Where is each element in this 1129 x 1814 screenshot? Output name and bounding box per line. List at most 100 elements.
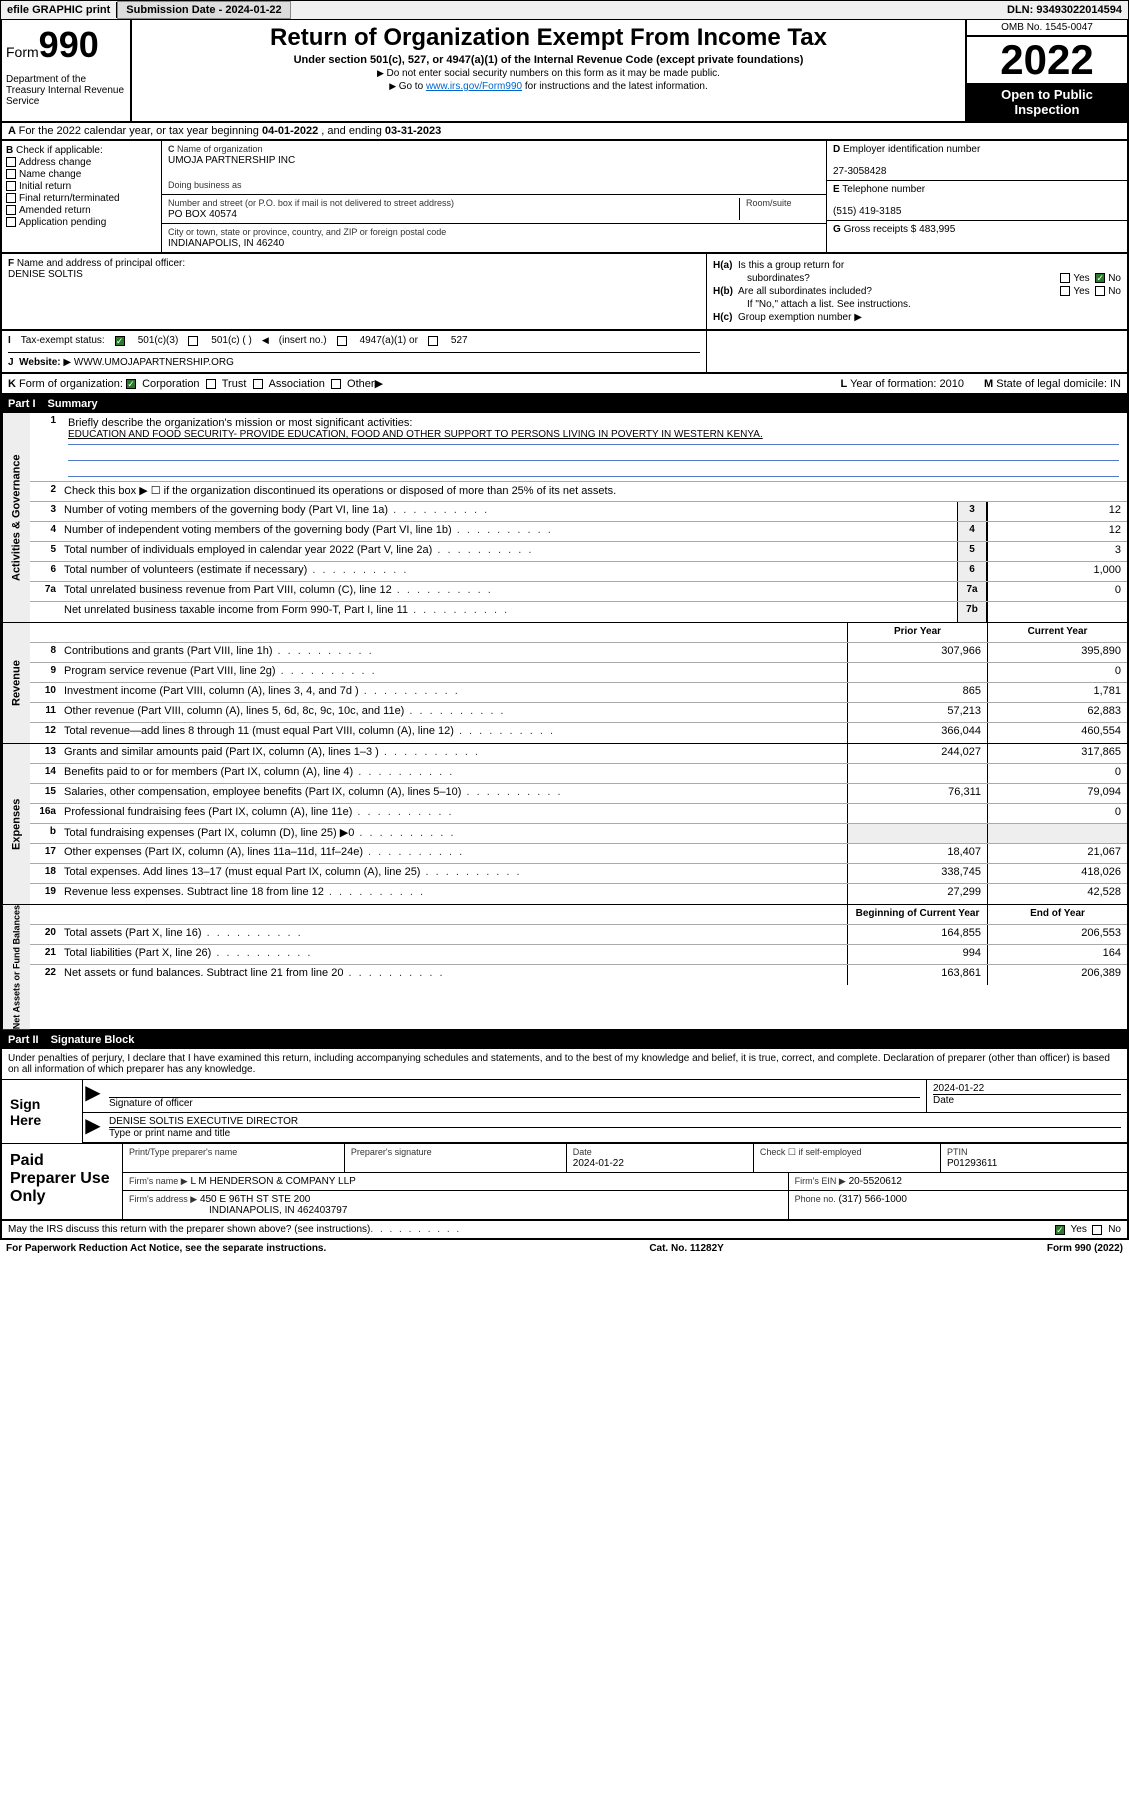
summary-line: 19 Revenue less expenses. Subtract line … bbox=[30, 884, 1127, 904]
summary-line: 9 Program service revenue (Part VIII, li… bbox=[30, 663, 1127, 683]
box-c: C Name of organization UMOJA PARTNERSHIP… bbox=[162, 141, 827, 252]
header-right: OMB No. 1545-0047 2022 Open to Public In… bbox=[967, 20, 1127, 121]
summary-line: 11 Other revenue (Part VIII, column (A),… bbox=[30, 703, 1127, 723]
chk-4947[interactable] bbox=[337, 336, 347, 346]
part1-header: Part ISummary bbox=[0, 395, 1129, 413]
summary-line: 14 Benefits paid to or for members (Part… bbox=[30, 764, 1127, 784]
box-de: D Employer identification number 27-3058… bbox=[827, 141, 1127, 252]
note-link: Go to www.irs.gov/Form990 for instructio… bbox=[140, 81, 957, 92]
chk-501c[interactable] bbox=[188, 336, 198, 346]
ha-yes[interactable] bbox=[1060, 273, 1070, 283]
chk-final-return[interactable]: Final return/terminated bbox=[6, 193, 157, 204]
ptin: P01293611 bbox=[947, 1158, 997, 1169]
chk-initial-return[interactable]: Initial return bbox=[6, 181, 157, 192]
form-header: Form990 Department of the Treasury Inter… bbox=[0, 20, 1129, 123]
irs-link[interactable]: www.irs.gov/Form990 bbox=[426, 81, 522, 92]
summary-line: 20 Total assets (Part X, line 16) 164,85… bbox=[30, 925, 1127, 945]
summary-line: 18 Total expenses. Add lines 13–17 (must… bbox=[30, 864, 1127, 884]
domicile: IN bbox=[1110, 378, 1121, 390]
side-revenue: Revenue bbox=[2, 623, 30, 743]
summary-line: 17 Other expenses (Part IX, column (A), … bbox=[30, 844, 1127, 864]
open-inspection: Open to Public Inspection bbox=[967, 83, 1127, 121]
side-expenses: Expenses bbox=[2, 744, 30, 904]
firm-addr1: 450 E 96TH ST STE 200 bbox=[200, 1194, 310, 1205]
summary-line: 3 Number of voting members of the govern… bbox=[30, 502, 1127, 522]
box-c-wrapper: C Name of organization UMOJA PARTNERSHIP… bbox=[162, 141, 1127, 252]
gross-receipts: 483,995 bbox=[919, 224, 955, 235]
discuss-no[interactable] bbox=[1092, 1225, 1102, 1235]
sig-arrow2-icon: ▶ bbox=[83, 1113, 103, 1142]
efile-label: efile GRAPHIC print bbox=[1, 2, 117, 18]
chk-address-change[interactable]: Address change bbox=[6, 157, 157, 168]
summary-line: 16a Professional fundraising fees (Part … bbox=[30, 804, 1127, 824]
summary-line: 8 Contributions and grants (Part VIII, l… bbox=[30, 643, 1127, 663]
firm-addr2: INDIANAPOLIS, IN 462403797 bbox=[129, 1205, 347, 1216]
summary-line: 13 Grants and similar amounts paid (Part… bbox=[30, 744, 1127, 764]
row-fh: F Name and address of principal officer:… bbox=[0, 254, 1129, 331]
summary-line: 5 Total number of individuals employed i… bbox=[30, 542, 1127, 562]
header-left: Form990 Department of the Treasury Inter… bbox=[2, 20, 132, 121]
tax-year: 2022 bbox=[967, 37, 1127, 83]
mission-text: EDUCATION AND FOOD SECURITY- PROVIDE EDU… bbox=[68, 429, 763, 440]
summary-line: 22 Net assets or fund balances. Subtract… bbox=[30, 965, 1127, 985]
sig-date: 2024-01-22 bbox=[933, 1083, 984, 1094]
summary-line: 10 Investment income (Part VIII, column … bbox=[30, 683, 1127, 703]
sig-arrow-icon: ▶ bbox=[83, 1080, 103, 1112]
omb-number: OMB No. 1545-0047 bbox=[967, 20, 1127, 37]
chk-527[interactable] bbox=[428, 336, 438, 346]
summary-line: 15 Salaries, other compensation, employe… bbox=[30, 784, 1127, 804]
chk-amended-return[interactable]: Amended return bbox=[6, 205, 157, 216]
submission-date-button[interactable]: Submission Date - 2024-01-22 bbox=[117, 1, 290, 19]
box-b: B Check if applicable: Address change Na… bbox=[2, 141, 162, 252]
chk-501c3[interactable] bbox=[115, 336, 125, 346]
paid-preparer: Paid Preparer Use Only Print/Type prepar… bbox=[2, 1143, 1127, 1219]
org-name: UMOJA PARTNERSHIP INC bbox=[168, 155, 295, 166]
summary-line: 12 Total revenue—add lines 8 through 11 … bbox=[30, 723, 1127, 743]
ein: 27-3058428 bbox=[833, 166, 886, 177]
side-netassets: Net Assets or Fund Balances bbox=[2, 905, 30, 1029]
hb-yes[interactable] bbox=[1060, 286, 1070, 296]
firm-phone: (317) 566-1000 bbox=[839, 1194, 907, 1205]
part1-summary: Activities & Governance 1 Briefly descri… bbox=[0, 413, 1129, 1031]
chk-application-pending[interactable]: Application pending bbox=[6, 217, 157, 228]
box-f: F Name and address of principal officer:… bbox=[2, 254, 707, 329]
section-identity: B Check if applicable: Address change Na… bbox=[0, 141, 1129, 254]
row-a-tax-year: A For the 2022 calendar year, or tax yea… bbox=[0, 123, 1129, 141]
form-title: Return of Organization Exempt From Incom… bbox=[140, 24, 957, 52]
officer-name-title: DENISE SOLTIS EXECUTIVE DIRECTOR bbox=[109, 1116, 298, 1127]
discuss-yes[interactable] bbox=[1055, 1225, 1065, 1235]
chk-trust[interactable] bbox=[206, 379, 216, 389]
row-k: K Form of organization: Corporation Trus… bbox=[0, 374, 1129, 395]
summary-line: Net unrelated business taxable income fr… bbox=[30, 602, 1127, 622]
header-mid: Return of Organization Exempt From Incom… bbox=[132, 20, 967, 121]
signature-block: Under penalties of perjury, I declare th… bbox=[0, 1049, 1129, 1221]
chk-corp[interactable] bbox=[126, 379, 136, 389]
note-ssn: Do not enter social security numbers on … bbox=[140, 68, 957, 79]
summary-line: b Total fundraising expenses (Part IX, c… bbox=[30, 824, 1127, 844]
top-bar: efile GRAPHIC print Submission Date - 20… bbox=[0, 0, 1129, 20]
summary-line: 7a Total unrelated business revenue from… bbox=[30, 582, 1127, 602]
org-city: INDIANAPOLIS, IN 46240 bbox=[168, 238, 284, 249]
sign-here-label: Sign Here bbox=[2, 1080, 82, 1143]
discuss-row: May the IRS discuss this return with the… bbox=[0, 1221, 1129, 1240]
row-ij: I Tax-exempt status: 501(c)(3) 501(c) ( … bbox=[0, 331, 1129, 374]
form-number: Form990 bbox=[6, 24, 126, 66]
summary-line: 4 Number of independent voting members o… bbox=[30, 522, 1127, 542]
firm-name: L M HENDERSON & COMPANY LLP bbox=[190, 1176, 355, 1187]
dln-label: DLN: 93493022014594 bbox=[1001, 2, 1128, 18]
year-formation: 2010 bbox=[940, 378, 964, 390]
summary-line: 21 Total liabilities (Part X, line 26) 9… bbox=[30, 945, 1127, 965]
box-h: H(a) Is this a group return for subordin… bbox=[707, 254, 1127, 329]
website: WWW.UMOJAPARTNERSHIP.ORG bbox=[74, 357, 234, 368]
chk-other[interactable] bbox=[331, 379, 341, 389]
telephone: (515) 419-3185 bbox=[833, 206, 901, 217]
hb-no[interactable] bbox=[1095, 286, 1105, 296]
side-governance: Activities & Governance bbox=[2, 413, 30, 622]
chk-name-change[interactable]: Name change bbox=[6, 169, 157, 180]
summary-line: 6 Total number of volunteers (estimate i… bbox=[30, 562, 1127, 582]
page-footer: For Paperwork Reduction Act Notice, see … bbox=[0, 1240, 1129, 1257]
chk-assoc[interactable] bbox=[253, 379, 263, 389]
principal-officer: DENISE SOLTIS bbox=[8, 269, 83, 280]
ha-no[interactable] bbox=[1095, 273, 1105, 283]
firm-ein: 20-5520612 bbox=[849, 1176, 902, 1187]
